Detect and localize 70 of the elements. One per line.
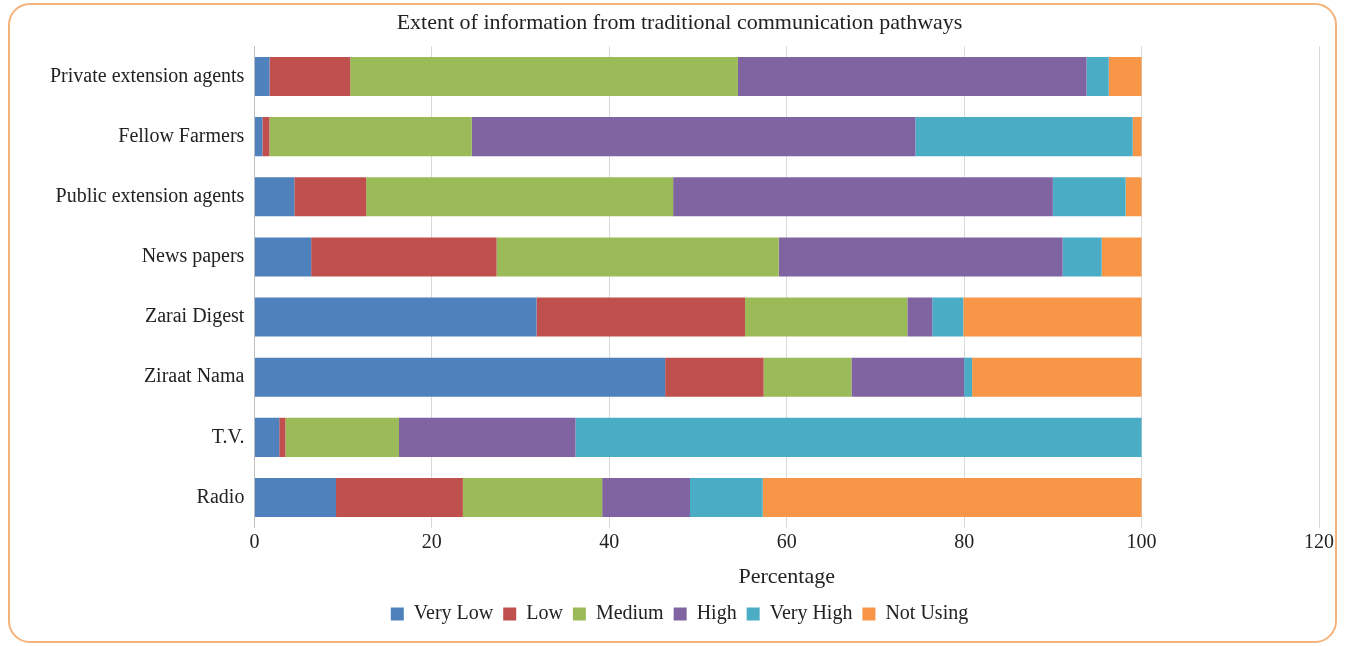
bar [762, 477, 1142, 518]
bar [366, 177, 674, 217]
bar [254, 117, 263, 157]
bar [262, 117, 270, 157]
x-tick-label: 80 [954, 529, 975, 552]
bar [1132, 117, 1142, 157]
bar [1086, 56, 1109, 97]
legend-label: Medium [595, 601, 665, 624]
bar [254, 477, 337, 518]
x-tick-label: 60 [776, 529, 797, 552]
legend-label: High [696, 601, 737, 625]
y-tick-label: Zarai Digest [144, 304, 245, 328]
bar [336, 477, 463, 518]
y-tick-label: News papers [141, 244, 245, 268]
bar [932, 297, 964, 337]
legend-label: Low [526, 601, 564, 624]
bar [285, 417, 399, 457]
bar [254, 56, 270, 97]
legend-label: Not Using [885, 601, 969, 625]
bar [462, 477, 603, 518]
bar [254, 237, 312, 277]
bar [673, 177, 1053, 217]
bar [254, 357, 666, 397]
bar [254, 297, 537, 337]
x-tick-label: 120 [1304, 529, 1334, 552]
bar [1108, 56, 1142, 97]
legend-label: Very High [769, 601, 853, 625]
x-tick-label: 100 [1126, 529, 1157, 552]
bar [536, 297, 745, 337]
y-tick-label: Ziraat Nama [143, 364, 245, 387]
bar [745, 297, 908, 337]
bar [602, 477, 690, 518]
bar [311, 237, 497, 277]
x-tick-label: 0 [249, 529, 260, 552]
y-tick-label: Fellow Farmers [118, 123, 245, 146]
x-tick-label: 40 [599, 529, 620, 552]
bar [915, 117, 1133, 157]
bar [964, 357, 973, 397]
bar [294, 177, 367, 217]
bar [737, 56, 1087, 97]
bar [269, 56, 351, 97]
bar [763, 357, 852, 397]
chart-title: Extent of information from traditional communication pathways [396, 8, 963, 34]
bar [575, 417, 1142, 457]
y-tick-label: Public extension agents [55, 184, 245, 208]
bar [269, 117, 472, 157]
bar [399, 417, 576, 457]
bar [907, 297, 933, 337]
bar [851, 357, 965, 397]
bar [778, 237, 1063, 277]
bar [471, 117, 916, 157]
y-tick-label: Private extension agents [49, 63, 245, 87]
bar [496, 237, 779, 277]
bar [963, 297, 1142, 337]
x-tick-label: 20 [421, 529, 442, 552]
bar [1052, 177, 1126, 217]
bar [279, 417, 286, 457]
bar [350, 56, 738, 97]
y-tick-label: Radio [196, 484, 245, 507]
bar [690, 477, 763, 518]
bar [1101, 237, 1142, 277]
legend-label: Very Low [413, 601, 494, 625]
bar [254, 177, 295, 217]
y-tick-label: T.V. [211, 424, 245, 447]
bar [665, 357, 764, 397]
bar [1125, 177, 1142, 217]
bar [254, 417, 280, 457]
x-axis-title: Percentage [738, 562, 835, 588]
bar [1062, 237, 1102, 277]
bar [972, 357, 1142, 397]
